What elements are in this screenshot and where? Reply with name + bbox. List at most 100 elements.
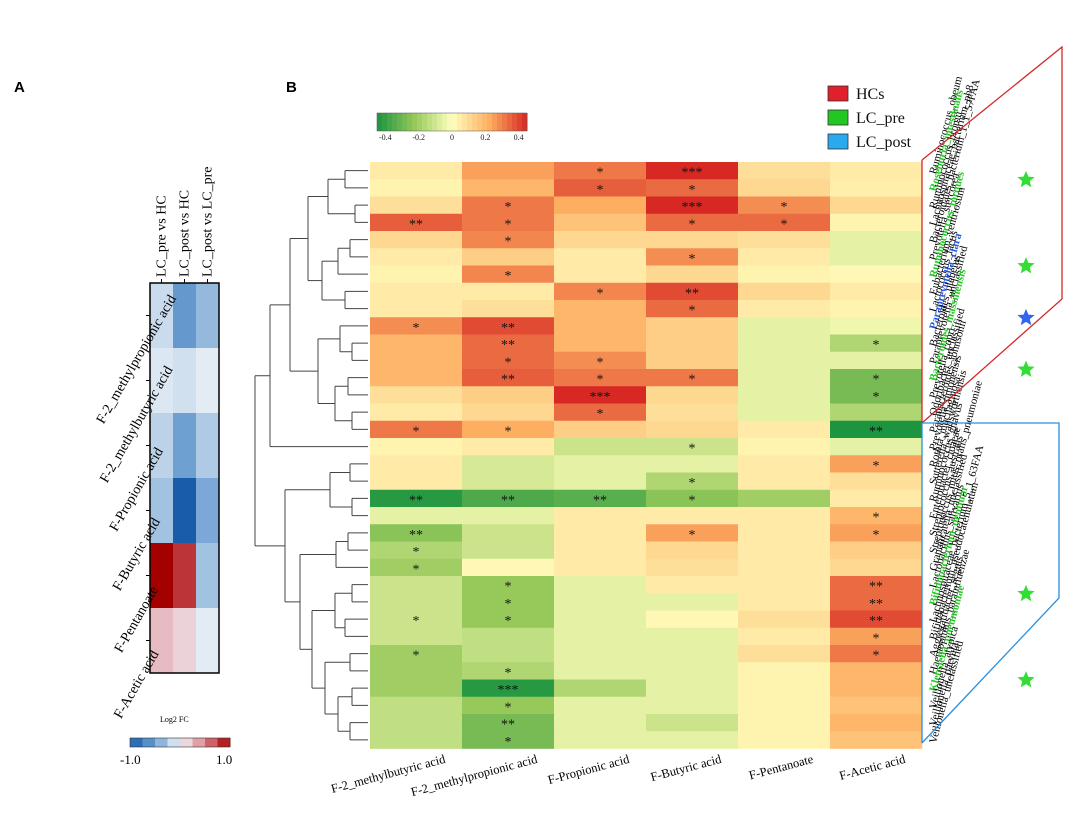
panel-b-cell: [830, 403, 923, 422]
panel-b-cell: [554, 369, 647, 387]
group-legend-swatch: [827, 85, 849, 102]
panel-b-cell: [738, 420, 831, 439]
colorbar-swatch: [492, 113, 498, 131]
panel-b-cell: [462, 696, 555, 715]
panel-b-cell: [554, 610, 647, 629]
panel-b-cell: [738, 731, 831, 749]
panel-b-cell: [830, 265, 923, 284]
panel-b-cell: [738, 317, 831, 335]
panel-b-cell: [738, 351, 831, 370]
panel-b-cell: [462, 662, 555, 680]
panel-b-cell: [462, 645, 555, 663]
panel-b-cell: [830, 662, 923, 680]
panel-b-cell: [646, 731, 739, 749]
panel-b-cell: [646, 576, 739, 594]
colorbar-swatch: [387, 113, 393, 131]
significance-marker: *: [873, 390, 880, 405]
significance-marker: *: [873, 631, 880, 646]
significance-marker: *: [413, 321, 420, 336]
panel-b-cell: [554, 420, 647, 439]
panel-a-cell: [173, 283, 196, 348]
panel-a-cell: [196, 608, 219, 673]
panel-b-cell: [646, 420, 739, 439]
colorbar-border: [376, 112, 528, 132]
colorbar-swatch: [482, 113, 488, 131]
panel-b-cell: [370, 662, 463, 680]
significance-marker: *: [413, 562, 420, 577]
panel-a-legend-swatch: [205, 738, 218, 747]
significance-marker: **: [501, 718, 515, 733]
colorbar-swatch: [392, 113, 398, 131]
significance-marker: *: [873, 373, 880, 388]
panel-b-cell: [646, 610, 739, 629]
significance-marker: *: [597, 286, 604, 301]
panel-a-column-label: LC_post vs LC_pre: [201, 167, 216, 277]
panel-a-cell: [150, 608, 173, 673]
star-icon: [1017, 360, 1035, 377]
panel-b-cell: [370, 386, 463, 404]
panel-b-cell: [646, 179, 739, 197]
panel-b-cell: [554, 438, 647, 456]
panel-b-cell: [554, 472, 647, 491]
colorbar-swatch: [427, 113, 433, 131]
significance-marker: *: [689, 493, 696, 508]
panel-b-cell: [830, 386, 923, 404]
panel-b-cell: [646, 265, 739, 284]
panel-b-cell: [370, 282, 463, 301]
significance-marker: *: [689, 528, 696, 543]
colorbar-swatch: [497, 113, 503, 131]
colorbar-tick-label: 0: [450, 133, 454, 142]
panel-b-cell: [830, 731, 923, 749]
significance-marker: *: [689, 304, 696, 319]
panel-b-cell: [554, 507, 647, 525]
panel-b-cell: [554, 317, 647, 335]
panel-b-cell: [646, 489, 739, 508]
panel-b-cell: [462, 489, 555, 508]
panel-a-legend-max: 1.0: [216, 752, 232, 767]
panel-b-cell: [830, 455, 923, 473]
colorbar-swatch: [442, 113, 448, 131]
panel-b-cell: [462, 231, 555, 249]
panel-b-cell: [830, 369, 923, 387]
panel-b-cell: [646, 351, 739, 370]
panel-b-cell: [646, 541, 739, 560]
significance-marker: *: [781, 217, 788, 232]
panel-a-legend-title: Log2 FC: [160, 715, 189, 724]
panel-b-cell: [462, 610, 555, 629]
panel-b-cell: [370, 265, 463, 284]
significance-marker: **: [869, 580, 883, 595]
colorbar-swatch: [432, 113, 438, 131]
panel-b-cell: [830, 679, 923, 698]
panel-a-legend-swatch: [180, 738, 193, 747]
panel-b-cell: [738, 213, 831, 232]
colorbar-swatch: [397, 113, 403, 131]
panel-a-cell: [196, 543, 219, 608]
panel-a-column-label: LC_pre vs HC: [155, 195, 170, 277]
panel-a-legend-swatch: [192, 738, 206, 747]
panel-b-cell: [646, 300, 739, 318]
panel-b-cell: [370, 196, 463, 215]
colorbar-swatch: [502, 113, 508, 131]
panel-b-cell: [370, 489, 463, 508]
significance-marker: *: [597, 373, 604, 388]
significance-marker: *: [505, 666, 512, 681]
significance-marker: *: [873, 649, 880, 664]
group-legend-swatch: [827, 133, 849, 150]
panel-b-cell: [830, 610, 923, 629]
panel-b-cell: [554, 696, 647, 715]
colorbar-swatch: [517, 113, 523, 131]
panel-b-cell: [738, 455, 831, 473]
panel-b-cell: [370, 524, 463, 542]
colorbar-swatch: [487, 113, 493, 131]
dendrogram: [254, 170, 368, 741]
panel-b-cell: [370, 369, 463, 387]
significance-marker: **: [409, 217, 423, 232]
colorbar-tick-label: 0.4: [514, 133, 524, 142]
panel-b-cell: [370, 300, 463, 318]
panel-b-cell: [738, 196, 831, 215]
panel-b-cell: [462, 162, 555, 180]
significance-marker: *: [689, 217, 696, 232]
panel-b-cell: [830, 196, 923, 215]
panel-b-cell: [646, 231, 739, 249]
significance-marker: *: [505, 235, 512, 250]
